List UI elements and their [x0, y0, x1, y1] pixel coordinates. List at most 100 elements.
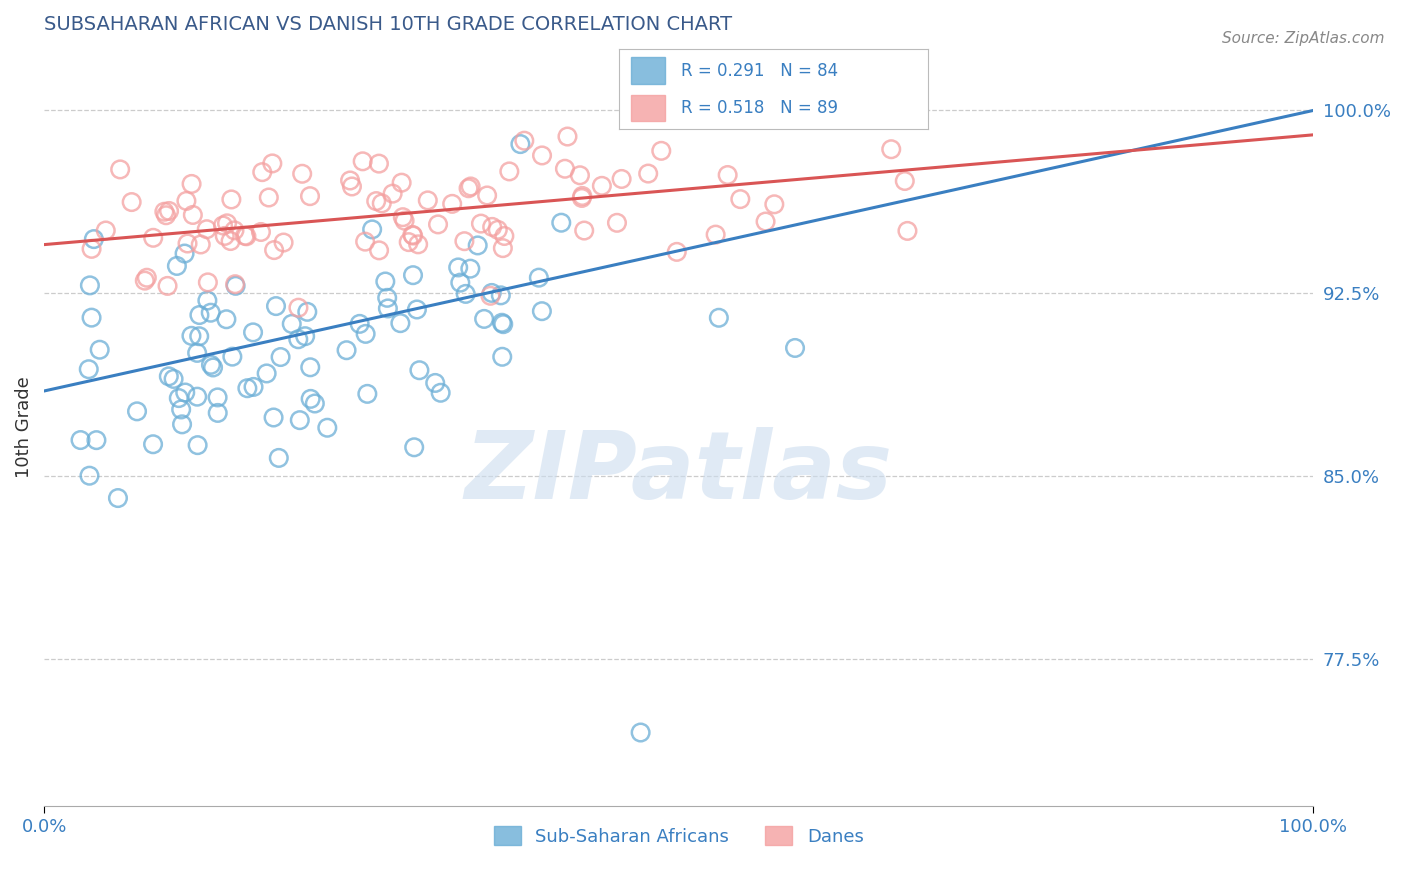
Point — [207, 406, 229, 420]
Point — [186, 390, 208, 404]
Point — [207, 391, 229, 405]
Point — [69, 433, 91, 447]
Point — [527, 270, 550, 285]
Point — [394, 213, 416, 227]
Point — [391, 210, 413, 224]
Point — [335, 343, 357, 358]
Point — [257, 190, 280, 204]
Point — [398, 235, 420, 249]
Point — [381, 186, 404, 201]
Point — [156, 279, 179, 293]
Point — [233, 228, 256, 243]
Point — [77, 362, 100, 376]
Point — [299, 360, 322, 375]
Point — [176, 194, 198, 208]
Point — [470, 217, 492, 231]
Point — [717, 168, 740, 182]
Text: Source: ZipAtlas.com: Source: ZipAtlas.com — [1222, 31, 1385, 46]
Point — [389, 316, 412, 330]
Point — [155, 208, 177, 222]
Point — [491, 316, 513, 330]
Point — [250, 225, 273, 239]
Point — [195, 293, 218, 308]
Point — [125, 404, 148, 418]
Point — [880, 142, 903, 156]
Point — [294, 329, 316, 343]
Point — [354, 235, 377, 249]
Point — [361, 222, 384, 236]
Point — [550, 216, 572, 230]
Point — [83, 232, 105, 246]
Point — [299, 392, 322, 406]
Point — [173, 246, 195, 260]
Point — [479, 289, 502, 303]
Point — [170, 402, 193, 417]
Point — [429, 385, 451, 400]
Point — [894, 174, 917, 188]
Point — [486, 223, 509, 237]
Point — [339, 173, 361, 187]
Point — [606, 216, 628, 230]
Point — [174, 385, 197, 400]
Point — [162, 372, 184, 386]
Point — [262, 156, 284, 170]
Point — [281, 317, 304, 331]
Point — [449, 276, 471, 290]
Point — [855, 112, 877, 127]
Point — [316, 421, 339, 435]
Point — [481, 285, 503, 300]
Point — [86, 433, 108, 447]
Point — [200, 306, 222, 320]
Point — [554, 161, 576, 176]
Bar — [631, 57, 665, 84]
Point — [270, 350, 292, 364]
Point — [176, 236, 198, 251]
Point — [494, 229, 516, 244]
Point — [763, 197, 786, 211]
Point — [665, 244, 688, 259]
Point — [783, 341, 806, 355]
Point — [472, 312, 495, 326]
Point — [896, 224, 918, 238]
Point — [377, 301, 399, 316]
Point — [264, 299, 287, 313]
Point — [297, 305, 319, 319]
Point — [441, 197, 464, 211]
Point — [224, 223, 246, 237]
Point — [190, 237, 212, 252]
Point — [375, 291, 398, 305]
Point — [167, 391, 190, 405]
Point — [89, 343, 111, 357]
Point — [610, 172, 633, 186]
Point — [453, 234, 475, 248]
Point — [404, 440, 426, 454]
Bar — [631, 95, 665, 121]
Point — [492, 241, 515, 255]
Point — [195, 222, 218, 236]
Point — [267, 450, 290, 465]
Point — [212, 219, 235, 233]
Point — [197, 276, 219, 290]
Point — [304, 396, 326, 410]
Point — [401, 227, 423, 242]
Point — [221, 350, 243, 364]
Point — [224, 277, 246, 292]
Point — [256, 367, 278, 381]
Point — [181, 208, 204, 222]
Point — [571, 191, 593, 205]
Point — [214, 229, 236, 244]
Text: R = 0.291   N = 84: R = 0.291 N = 84 — [681, 62, 838, 79]
Point — [402, 268, 425, 282]
Point — [630, 725, 652, 739]
Point — [291, 167, 314, 181]
Point — [242, 326, 264, 340]
Point — [170, 417, 193, 432]
Point — [219, 234, 242, 248]
Point — [408, 363, 430, 377]
Point — [637, 167, 659, 181]
Point — [402, 228, 425, 243]
Point — [730, 192, 752, 206]
Legend: Sub-Saharan Africans, Danes: Sub-Saharan Africans, Danes — [494, 827, 863, 846]
Point — [457, 181, 479, 195]
Point — [498, 164, 520, 178]
